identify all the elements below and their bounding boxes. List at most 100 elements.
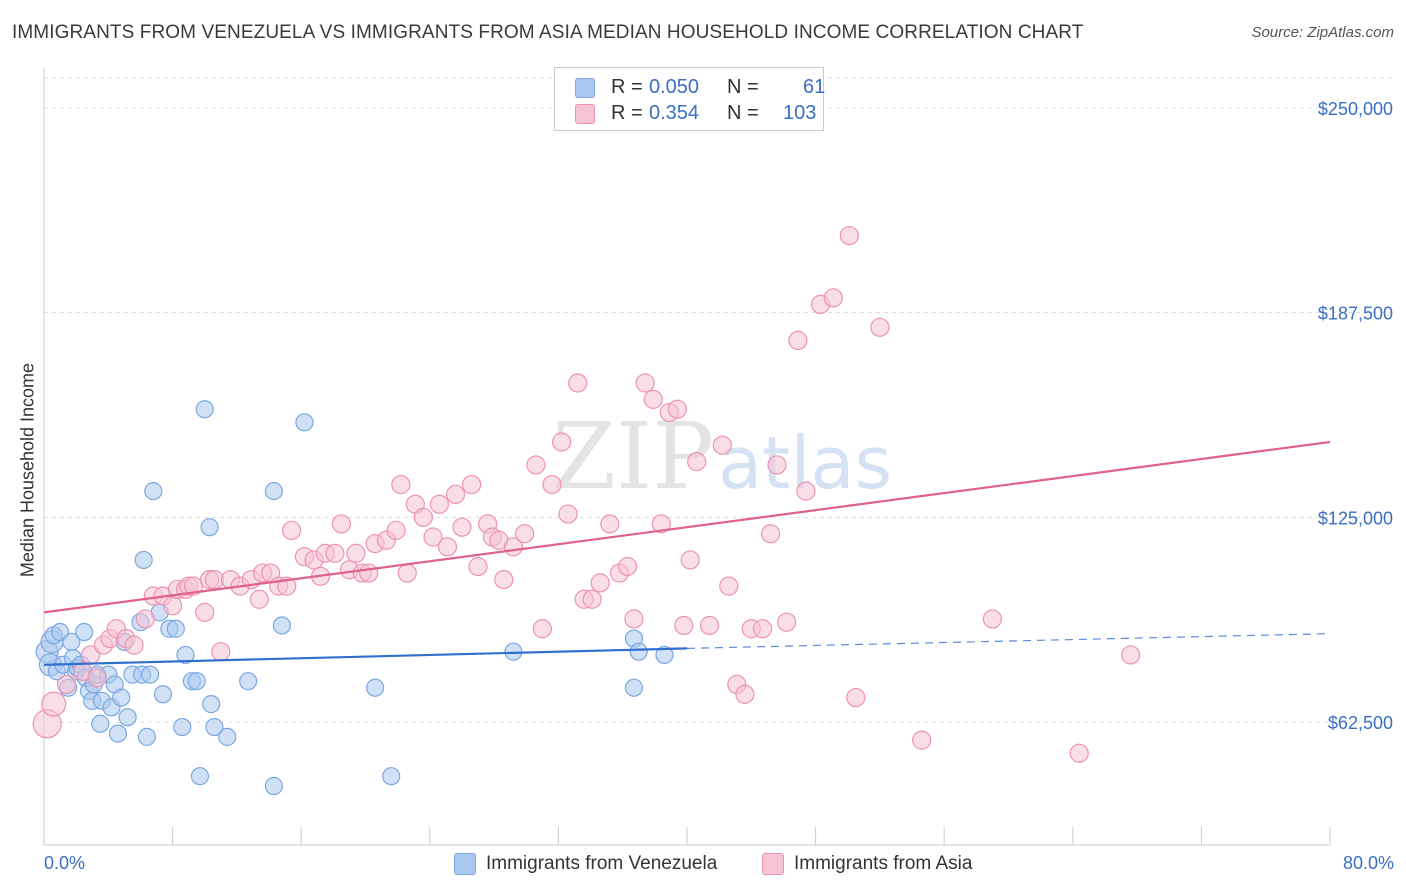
asia-point [635, 373, 655, 393]
legend-n-label: N = [727, 76, 759, 98]
venezuela-point [112, 688, 131, 707]
series-venezuela-points [35, 400, 674, 796]
correlation-legend: R = 0.050 N = 61 R = 0.354 N = 103 [554, 67, 826, 131]
asia-point [452, 517, 472, 537]
venezuela-point [187, 672, 206, 691]
legend-n-value: 103 [783, 102, 817, 124]
venezuela-point [75, 622, 94, 642]
asia-point [752, 619, 773, 639]
asia-point [423, 527, 443, 547]
y-tick-label: $187,500 [1318, 304, 1393, 324]
venezuela-point [295, 413, 314, 432]
asia-point [687, 452, 707, 472]
asia-point [839, 225, 859, 246]
asia-point [617, 556, 638, 577]
asia-point [281, 520, 302, 541]
asia-point [982, 609, 1003, 629]
venezuela-point [239, 672, 258, 691]
asia-point [767, 455, 787, 475]
asia-point [712, 435, 732, 455]
asia-point [346, 543, 366, 563]
y-tick-label: $125,000 [1318, 508, 1393, 528]
venezuela-point [205, 717, 224, 737]
legend-n-label: N = [727, 102, 759, 124]
venezuela-point [264, 776, 283, 796]
venezuela-point [173, 717, 192, 737]
asia-point [796, 481, 816, 501]
y-tick-labels: $62,500 $125,000 $187,500 $250,000 [1318, 99, 1393, 733]
asia-point [624, 609, 644, 629]
asia-point [870, 317, 890, 337]
legend-r-value: 0.050 [649, 76, 700, 98]
asia-point [249, 589, 270, 609]
asia-point [667, 399, 687, 419]
venezuela-point [195, 400, 214, 419]
asia-point [590, 573, 610, 593]
asia-point [391, 474, 411, 495]
asia-point [461, 474, 482, 495]
asia-point [777, 612, 797, 632]
venezuela-point [190, 767, 210, 786]
chart-title: IMMIGRANTS FROM VENEZUELA VS IMMIGRANTS … [12, 22, 1084, 43]
asia-point [912, 730, 932, 750]
asia-point [413, 507, 433, 527]
asia-point [437, 537, 458, 557]
venezuela-point [91, 714, 110, 733]
venezuela-point [200, 518, 219, 537]
asia-point [643, 389, 663, 409]
asia-point [526, 455, 546, 475]
asia-point [568, 373, 588, 393]
venezuela-point [176, 645, 195, 665]
venezuela-point [264, 482, 283, 501]
venezuela-point [624, 678, 644, 697]
venezuela-point [655, 645, 674, 665]
asia-point [468, 556, 488, 577]
venezuela-point [272, 616, 292, 635]
asia-point [651, 514, 671, 534]
legend-n-value: 61 [803, 76, 826, 98]
venezuela-point [144, 482, 163, 501]
asia-point [56, 674, 77, 695]
asia-point [397, 563, 417, 583]
venezuela-point [108, 724, 128, 743]
asia-point [582, 589, 602, 609]
asia-point [515, 524, 535, 544]
x-tick-max: 80.0% [1342, 853, 1394, 873]
gridlines [44, 77, 1395, 723]
asia-point [41, 691, 67, 717]
asia-point [163, 596, 183, 616]
venezuela-point [118, 708, 137, 727]
y-tick-label: $62,500 [1328, 713, 1393, 733]
asia-point [558, 504, 578, 524]
venezuela-point [202, 695, 221, 714]
y-tick-label: $250,000 [1318, 99, 1393, 119]
x-tick-min: 0.0% [44, 853, 86, 873]
source-credit: Source: ZipAtlas.com [1251, 24, 1394, 41]
asia-point [494, 569, 514, 590]
asia-point [211, 642, 231, 662]
legend-r-value: 0.354 [649, 102, 700, 124]
legend-swatch-asia [575, 104, 595, 124]
bottom-legend-label-asia: Immigrants from Asia [794, 853, 973, 874]
asia-point [359, 563, 379, 583]
asia-point [325, 543, 345, 563]
venezuela-point [218, 727, 237, 746]
asia-point [542, 474, 562, 495]
asia-point [823, 288, 843, 308]
asia-point [760, 524, 781, 544]
asia-point [183, 576, 204, 596]
asia-point [680, 550, 700, 570]
legend-swatch-venezuela [575, 78, 595, 98]
venezuela-point [153, 685, 173, 704]
legend-r-label: R = [611, 76, 643, 98]
venezuela-point [629, 642, 648, 661]
asia-point [719, 576, 739, 596]
asia-point [600, 514, 620, 534]
venezuela-point [134, 550, 153, 570]
asia-point [195, 602, 215, 622]
asia-point [1121, 645, 1141, 665]
venezuela-trend-extension [686, 633, 1331, 650]
venezuela-point [140, 665, 160, 684]
asia-point [429, 494, 450, 514]
